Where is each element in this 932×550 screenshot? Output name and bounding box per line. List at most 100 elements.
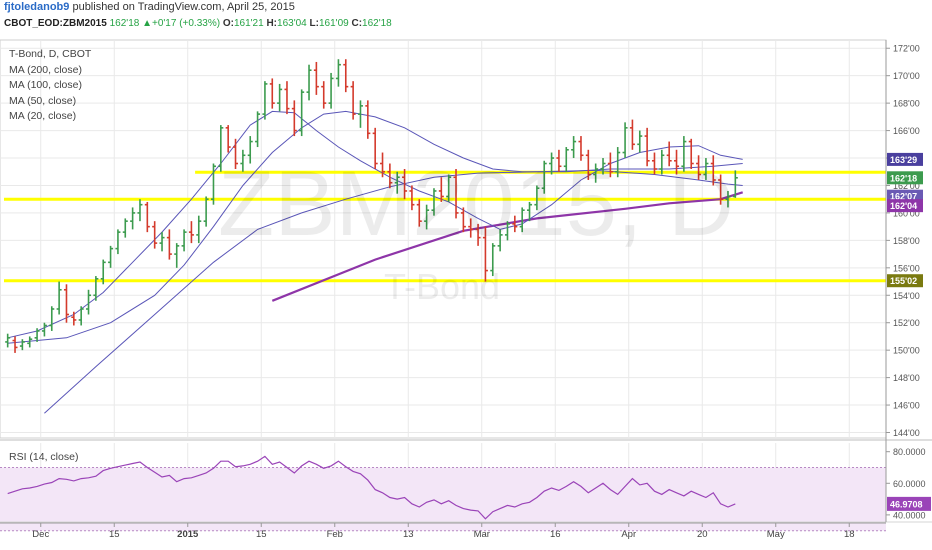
ohlc-bar xyxy=(41,322,47,337)
ohlc-bar xyxy=(431,188,437,216)
ohlc-bar xyxy=(622,122,628,159)
ohlc-bar xyxy=(549,152,555,175)
ohlc-bar xyxy=(725,190,731,208)
ohlc-bar xyxy=(651,152,657,175)
author-link[interactable]: fjtoledanob9 xyxy=(4,1,70,13)
ohlc-bar xyxy=(144,201,150,233)
time-tick-label: 16 xyxy=(550,529,561,540)
ohlc-bar xyxy=(571,136,577,159)
close-label: C: xyxy=(351,18,363,29)
ohlc-bar xyxy=(475,223,481,246)
ohlc-bar xyxy=(115,229,121,255)
time-tick-label: 15 xyxy=(256,529,267,540)
legend-item-ma200[interactable]: MA (200, close) xyxy=(9,63,82,76)
ohlc-bar xyxy=(152,221,158,249)
low-value: 161'09 xyxy=(318,18,349,29)
legend-item-ma20[interactable]: MA (20, close) xyxy=(9,110,77,123)
ohlc-bar xyxy=(416,199,422,227)
ohlc-bar xyxy=(27,336,33,348)
price-tick-label: 162'00 xyxy=(893,181,920,191)
ohlc-bar xyxy=(556,149,562,172)
ohlc-bar xyxy=(137,199,143,222)
ohlc-bar xyxy=(86,289,92,315)
price-tick-label: 150'00 xyxy=(893,346,920,356)
publish-info: published on TradingView.com, April 25, … xyxy=(72,1,295,13)
ohlc-bar xyxy=(306,64,312,101)
price-label: 162'07 xyxy=(890,192,917,202)
price-label-box xyxy=(887,171,923,185)
ohlc-bar xyxy=(674,149,680,175)
ohlc-bar xyxy=(71,311,77,326)
ohlc-bar xyxy=(446,174,452,202)
ohlc-bar xyxy=(299,89,305,137)
watermark-symbol: ZBM2015, D xyxy=(218,153,735,255)
time-tick-label: 20 xyxy=(697,529,708,540)
publish-header: fjtoledanob9 published on TradingView.co… xyxy=(4,1,295,13)
ohlc-bar xyxy=(688,138,694,170)
ohlc-bar xyxy=(210,163,216,205)
price-label-box xyxy=(887,274,923,288)
ohlc-bar xyxy=(394,171,400,194)
ohlc-bar xyxy=(181,229,187,252)
legend-title: T-Bond, D, CBOT xyxy=(9,48,92,60)
ohlc-bar xyxy=(218,125,224,172)
ohlc-bar xyxy=(534,185,540,211)
ohlc-bar xyxy=(49,306,55,331)
rsi-tick-label: 80.0000 xyxy=(893,447,926,457)
ohlc-bar xyxy=(63,284,69,323)
ohlc-bar xyxy=(578,136,584,161)
ohlc-bar xyxy=(607,152,613,178)
time-tick-label: Dec xyxy=(32,529,49,540)
rsi-series xyxy=(7,455,736,520)
ohlc-bar xyxy=(313,61,319,95)
price-tick-label: 158'00 xyxy=(893,236,920,246)
ohlc-bar xyxy=(593,163,599,183)
ohlc-bar xyxy=(233,138,239,170)
price-tick-label: 160'00 xyxy=(893,208,920,218)
ohlc-bar xyxy=(504,221,510,241)
price-tick-label: 148'00 xyxy=(893,373,920,383)
legend-item-ma100[interactable]: MA (100, close) xyxy=(9,79,82,92)
ohlc-bar xyxy=(365,100,371,139)
ohlc-bar xyxy=(328,72,334,109)
price-tick-label: 172'00 xyxy=(893,44,920,54)
ohlc-bar xyxy=(159,232,165,252)
ohlc-bar xyxy=(291,100,297,137)
ohlc-bar xyxy=(424,204,430,230)
rsi-line: 46.9708 xyxy=(7,455,931,520)
ohlc-bar xyxy=(541,160,547,194)
ohlc-bar xyxy=(402,169,408,200)
price-label-box xyxy=(887,199,923,213)
ohlc-bar xyxy=(247,136,253,164)
ohlc-bar xyxy=(482,226,488,282)
price-label: 162'18 xyxy=(890,173,917,183)
open-value: 161'21 xyxy=(233,18,264,29)
legend-item-ma50[interactable]: MA (50, close) xyxy=(9,94,77,107)
price-tick-label: 154'00 xyxy=(893,291,920,301)
ma-line xyxy=(44,169,743,414)
ohlc-bar xyxy=(34,328,40,342)
price-label: 162'04 xyxy=(890,201,917,211)
ohlc-bar xyxy=(5,333,11,348)
ohlc-bar xyxy=(166,229,172,260)
price-change: ▲+0'17 (+0.33%) xyxy=(142,18,221,29)
ohlc-bar xyxy=(335,59,341,87)
ohlc-bar xyxy=(188,221,194,244)
ohlc-bar xyxy=(710,155,716,186)
ohlc-bar xyxy=(615,147,621,178)
ohlc-bar xyxy=(240,149,246,172)
ohlc-bar xyxy=(321,81,327,109)
ohlc-bar xyxy=(732,170,738,198)
ohlc-bar xyxy=(696,155,702,180)
ohlc-bar xyxy=(637,130,643,153)
rsi-last-label: 46.9708 xyxy=(890,499,923,509)
rsi-legend[interactable]: RSI (14, close) xyxy=(9,451,79,463)
ohlc-bar xyxy=(130,207,136,230)
time-tick-label: 18 xyxy=(844,529,855,540)
ohlc-bar xyxy=(563,147,569,172)
price-tick-label: 156'00 xyxy=(893,263,920,273)
ohlc-bar xyxy=(659,149,665,175)
ohlc-bar xyxy=(12,336,18,353)
ohlc-bar xyxy=(666,141,672,167)
ohlc-bar xyxy=(19,339,25,351)
